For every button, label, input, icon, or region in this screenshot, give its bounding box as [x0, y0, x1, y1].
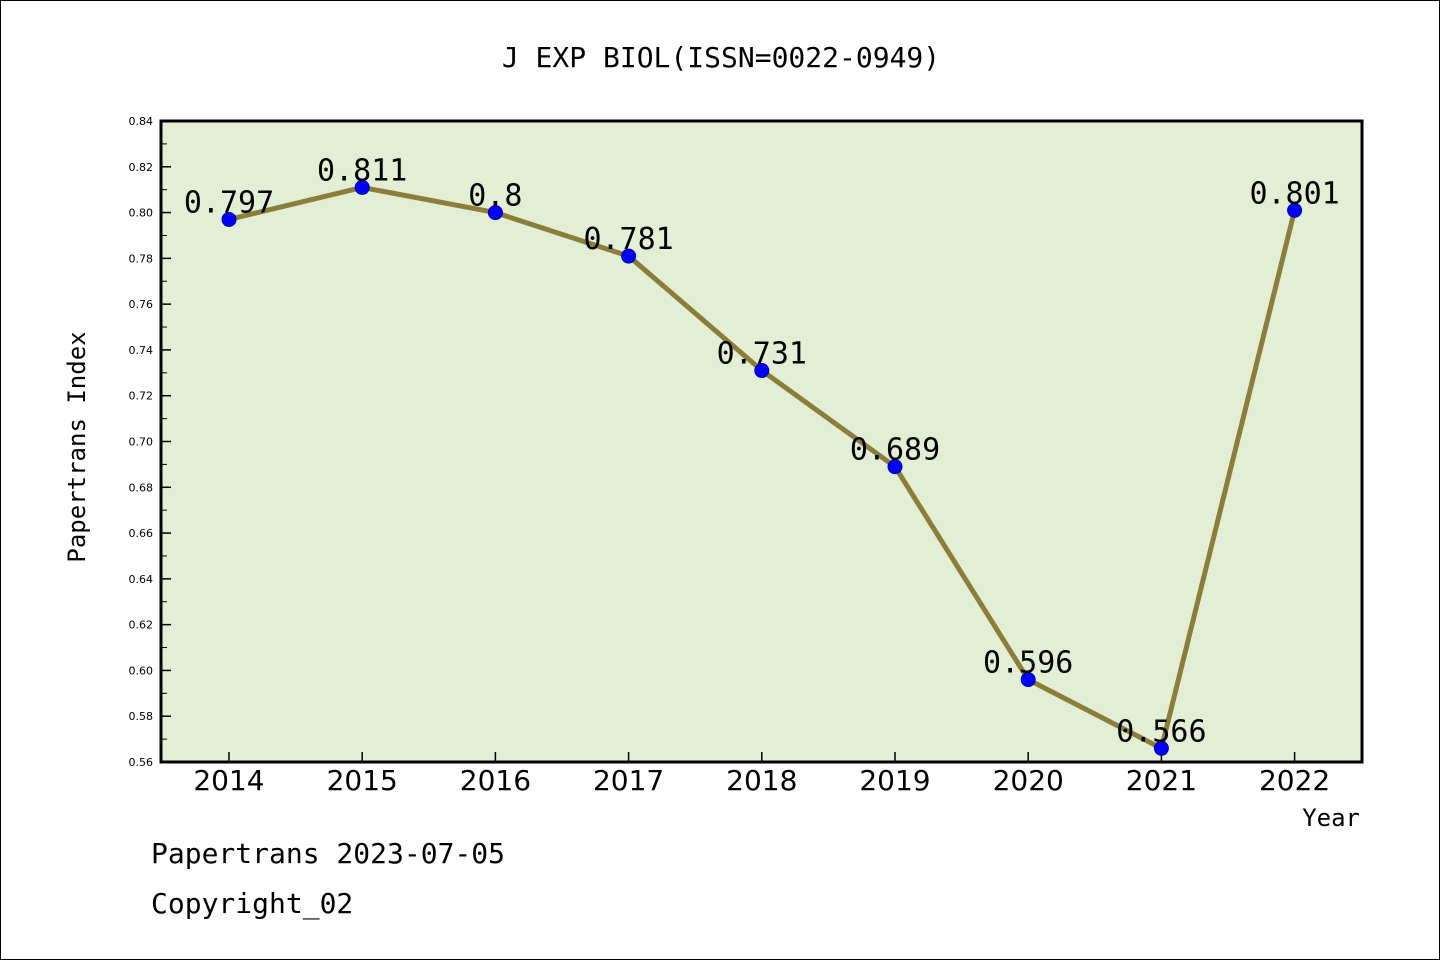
data-label: 0.689	[850, 433, 940, 468]
x-axis-label: Year	[1302, 804, 1360, 832]
x-tick-label: 2015	[327, 764, 398, 797]
x-tick-label: 2022	[1259, 764, 1330, 797]
data-point	[1020, 672, 1036, 688]
plot-area	[159, 119, 1364, 764]
x-tick-label: 2017	[593, 764, 664, 797]
y-tick-label: 0.72	[129, 390, 154, 403]
footer-date: Papertrans 2023-07-05	[151, 837, 506, 870]
y-tick-label: 0.78	[129, 252, 154, 265]
footer-copyright: Copyright_02	[151, 887, 354, 920]
x-tick-label: 2016	[460, 764, 531, 797]
data-labels: 0.797 0.811 0.8 0.781 0.731 0.689 0.596 0.566 0.…	[184, 153, 1340, 749]
y-tick-label: 0.74	[129, 344, 154, 357]
data-label: 0.801	[1249, 176, 1339, 211]
data-label: 0.731	[717, 337, 807, 372]
y-tick-label: 0.62	[129, 619, 154, 632]
y-tick-label: 0.80	[129, 207, 154, 220]
data-point	[887, 459, 903, 475]
data-label: 0.797	[184, 185, 274, 220]
x-tick-label: 2021	[1126, 764, 1197, 797]
y-tick-label: 0.70	[129, 436, 154, 449]
data-label: 0.811	[317, 153, 407, 188]
y-tick-label: 0.82	[129, 161, 154, 174]
x-tick-label: 2019	[859, 764, 930, 797]
data-point	[354, 179, 370, 195]
data-point	[1287, 202, 1303, 218]
data-label: 0.8	[468, 179, 522, 214]
chart-title: J EXP BIOL(ISSN=0022-0949)	[502, 41, 940, 74]
y-tick-label: 0.84	[129, 115, 154, 128]
x-tick-label: 2018	[726, 764, 797, 797]
data-points	[221, 179, 1303, 756]
data-label: 0.596	[983, 646, 1073, 681]
data-label: 0.566	[1116, 714, 1206, 749]
data-point	[487, 205, 503, 221]
y-tick-label: 0.76	[129, 298, 154, 311]
y-tick-label: 0.56	[129, 756, 154, 769]
y-axis-ticks: 0.56 0.58 0.60 0.62 0.64 0.66 0.68 0.70 0.72 0.74…	[129, 115, 171, 769]
data-label: 0.781	[583, 222, 673, 257]
x-tick-label: 2020	[993, 764, 1064, 797]
y-tick-label: 0.58	[129, 710, 154, 723]
data-point	[621, 248, 637, 264]
x-axis-ticks: 2014 2015 2016 2017 2018 2019 2020 2021 2022	[193, 752, 1330, 797]
y-tick-label: 0.64	[129, 573, 154, 586]
data-point	[221, 211, 237, 227]
y-tick-label: 0.68	[129, 481, 154, 494]
y-axis-label: Papertrans Index	[63, 331, 91, 562]
data-point	[1153, 740, 1169, 756]
y-tick-label: 0.60	[129, 664, 154, 677]
x-tick-label: 2014	[193, 764, 264, 797]
y-tick-label: 0.66	[129, 527, 154, 540]
data-point	[754, 363, 770, 379]
